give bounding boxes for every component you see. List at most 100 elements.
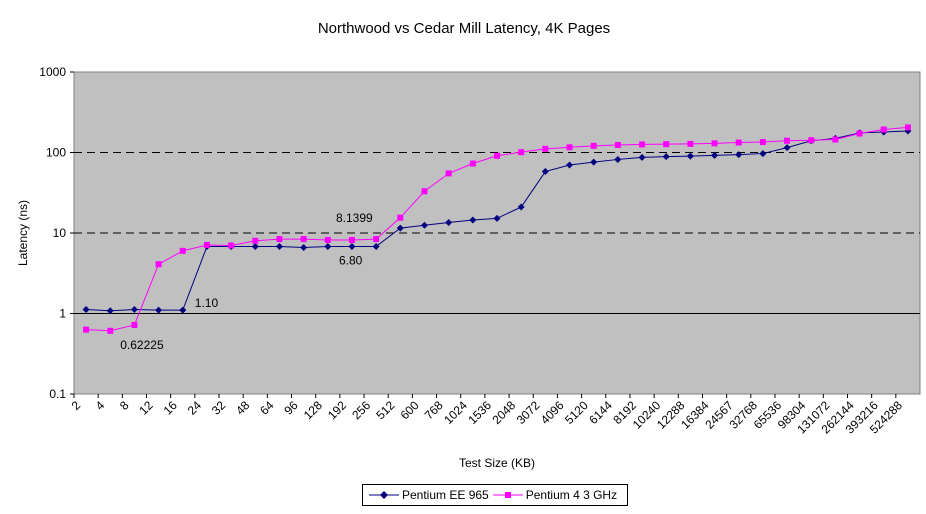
data-point-series-2 (155, 261, 162, 268)
data-point-series-2 (300, 236, 307, 243)
x-axis-label: Test Size (KB) (459, 456, 535, 470)
data-point-series-2 (566, 144, 573, 151)
data-point-series-1 (396, 224, 404, 232)
y-tick-label: 100 (46, 146, 66, 160)
data-point-series-2 (808, 137, 815, 144)
x-axis-ticks: 2 4 8 12 16 24 32 48 64 96 128 192 256 512 600 76810241… (69, 394, 905, 436)
data-annotation: 8.1399 (336, 211, 373, 225)
data-point-series-1 (662, 153, 670, 161)
data-point-series-1 (614, 155, 622, 163)
data-point-series-1 (517, 203, 525, 211)
data-point-series-2 (107, 327, 114, 334)
data-point-series-2 (421, 188, 428, 195)
x-tick-label: 600 (398, 398, 422, 422)
chart-title: Northwood vs Cedar Mill Latency, 4K Page… (318, 20, 610, 37)
x-tick-label: 4 (93, 398, 108, 413)
data-point-series-2 (324, 236, 331, 243)
y-axis-label: Latency (ns) (16, 200, 30, 266)
data-point-series-1 (638, 153, 646, 161)
legend-label-series-2: Pentium 4 3 GHz (525, 488, 618, 502)
data-point-series-1 (251, 242, 259, 250)
data-point-series-1 (130, 306, 138, 314)
data-point-series-1 (783, 144, 791, 152)
x-tick-label: 4096 (538, 398, 567, 427)
data-point-series-1 (106, 307, 114, 315)
data-point-series-1 (686, 152, 694, 160)
x-tick-label: 24 (185, 398, 205, 418)
data-point-series-2 (252, 237, 259, 244)
series-layer (82, 124, 912, 334)
grid-lines (74, 152, 920, 314)
data-point-series-2 (711, 140, 718, 147)
x-tick-label: 512 (373, 398, 397, 422)
x-tick-label: 192 (325, 398, 349, 422)
data-annotation: 6.80 (339, 253, 363, 267)
x-tick-label: 64 (257, 398, 277, 418)
data-point-series-2 (83, 326, 90, 333)
x-tick-label: 32 (209, 398, 229, 418)
data-point-series-1 (541, 168, 549, 176)
data-point-series-1 (155, 306, 163, 314)
legend-label-series-1: Pentium EE 965 (402, 488, 489, 502)
y-tick-label: 1000 (39, 65, 66, 79)
x-tick-label: 2 (69, 398, 84, 413)
data-point-series-2 (445, 170, 452, 177)
legend-item-series-2: Pentium 4 3 GHz (492, 488, 618, 502)
data-point-series-1 (711, 151, 719, 159)
y-tick-label: 1 (59, 307, 66, 321)
data-point-series-1 (469, 216, 477, 224)
data-point-series-2 (735, 139, 742, 146)
data-point-series-1 (759, 150, 767, 158)
x-tick-label: 128 (301, 398, 325, 422)
data-point-series-1 (420, 221, 428, 229)
data-point-series-2 (542, 145, 549, 152)
data-point-series-1 (590, 158, 598, 166)
data-point-series-1 (179, 306, 187, 314)
data-point-series-1 (445, 219, 453, 227)
data-point-series-2 (469, 160, 476, 167)
data-point-series-1 (493, 214, 501, 222)
data-annotation: 0.62225 (120, 338, 164, 352)
x-tick-label: 6144 (586, 398, 615, 427)
data-point-series-2 (904, 124, 911, 131)
data-point-series-2 (373, 236, 380, 243)
data-point-series-2 (203, 241, 210, 248)
data-point-series-2 (880, 126, 887, 133)
legend-swatch-series-1 (369, 491, 399, 499)
x-tick-label: 1536 (465, 398, 494, 427)
data-point-series-2 (494, 152, 500, 159)
data-point-series-2 (397, 214, 404, 221)
data-point-series-1 (300, 244, 308, 252)
data-point-series-2 (276, 236, 283, 243)
x-tick-label: 2048 (490, 398, 519, 427)
x-tick-label: 5120 (562, 398, 591, 427)
data-annotation: 1.10 (195, 296, 219, 310)
x-tick-label: 12 (136, 398, 156, 418)
data-point-series-1 (82, 306, 90, 314)
data-point-series-2 (856, 130, 863, 137)
data-point-series-1 (566, 161, 574, 169)
x-tick-label: 48 (233, 398, 253, 418)
chart-legend: Pentium EE 965 Pentium 4 3 GHz (362, 484, 629, 506)
data-point-series-2 (131, 321, 138, 328)
legend-swatch-series-2 (492, 492, 523, 498)
x-tick-label: 96 (281, 398, 301, 418)
y-axis-ticks: 0.1 1 10 100 1000 (39, 65, 74, 401)
legend-item-series-1: Pentium EE 965 (369, 488, 489, 502)
y-tick-label: 0.1 (49, 387, 66, 401)
data-point-series-2 (832, 136, 839, 143)
data-point-series-2 (228, 242, 235, 249)
data-point-series-2 (639, 141, 646, 148)
x-tick-label: 256 (349, 398, 373, 422)
data-point-series-2 (663, 141, 670, 148)
data-point-series-1 (275, 242, 283, 250)
data-point-series-2 (518, 149, 525, 156)
data-point-series-2 (784, 137, 791, 144)
annotations: 1.10 0.62225 8.1399 6.80 (120, 211, 373, 352)
data-point-series-2 (590, 142, 597, 149)
x-tick-label: 1024 (441, 398, 470, 427)
data-point-series-2 (348, 236, 355, 243)
y-tick-label: 10 (53, 226, 67, 240)
data-point-series-1 (324, 242, 332, 250)
